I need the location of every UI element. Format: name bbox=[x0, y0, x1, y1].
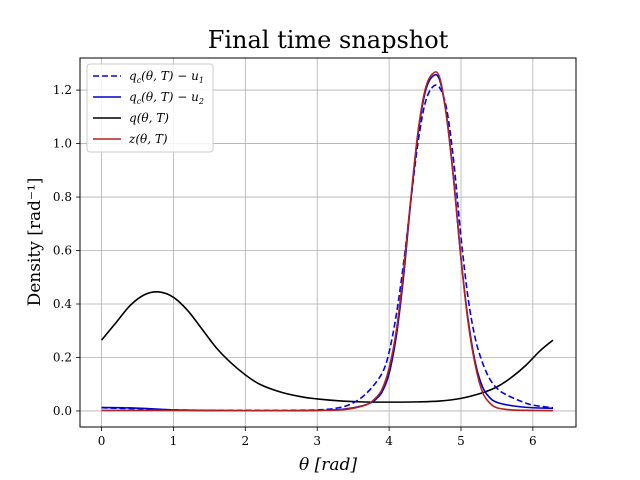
legend-entry-label: q(θ, T) bbox=[129, 111, 169, 125]
x-tick-label: 3 bbox=[313, 434, 321, 448]
y-tick-label: 0.0 bbox=[53, 404, 72, 418]
series-line-3 bbox=[100, 291, 554, 403]
y-tick-label: 0.2 bbox=[53, 350, 72, 364]
y-axis-label: Density [rad⁻¹] bbox=[25, 178, 45, 307]
series-lines bbox=[100, 71, 554, 412]
y-tick-label: 1.2 bbox=[53, 83, 72, 97]
x-tick-label: 1 bbox=[170, 434, 178, 448]
y-tick-label: 0.6 bbox=[53, 244, 72, 258]
x-tick-label: 6 bbox=[529, 434, 537, 448]
series-line-4 bbox=[101, 71, 554, 412]
legend-entry-label: qc(θ, T) − u2 bbox=[129, 90, 204, 106]
x-tick-label: 5 bbox=[457, 434, 465, 448]
legend: qc(θ, T) − u1 qc(θ, T) − u2 q(θ, T) z(θ, T) bbox=[86, 63, 214, 153]
y-tick-label: 0.4 bbox=[53, 297, 72, 311]
x-tick-label: 2 bbox=[242, 434, 250, 448]
plot-frame bbox=[79, 57, 577, 428]
legend-entry-label: qc(θ, T) − u1 bbox=[129, 69, 204, 85]
axis-ticks: 0 1 2 3 4 5 6 0.0 0.2 0.4 0.6 0.8 1.0 1.2 bbox=[53, 83, 537, 448]
legend-entry-label: z(θ, T) bbox=[128, 132, 168, 146]
y-tick-label: 1.0 bbox=[53, 137, 72, 151]
y-tick-label: 0.8 bbox=[53, 190, 72, 204]
legend-box bbox=[86, 63, 214, 153]
chart-title: Final time snapshot bbox=[208, 26, 449, 54]
x-axis-label: θ [rad] bbox=[299, 455, 357, 475]
x-tick-label: 4 bbox=[385, 434, 393, 448]
x-tick-label: 0 bbox=[98, 434, 106, 448]
series-line-1 bbox=[101, 84, 554, 412]
